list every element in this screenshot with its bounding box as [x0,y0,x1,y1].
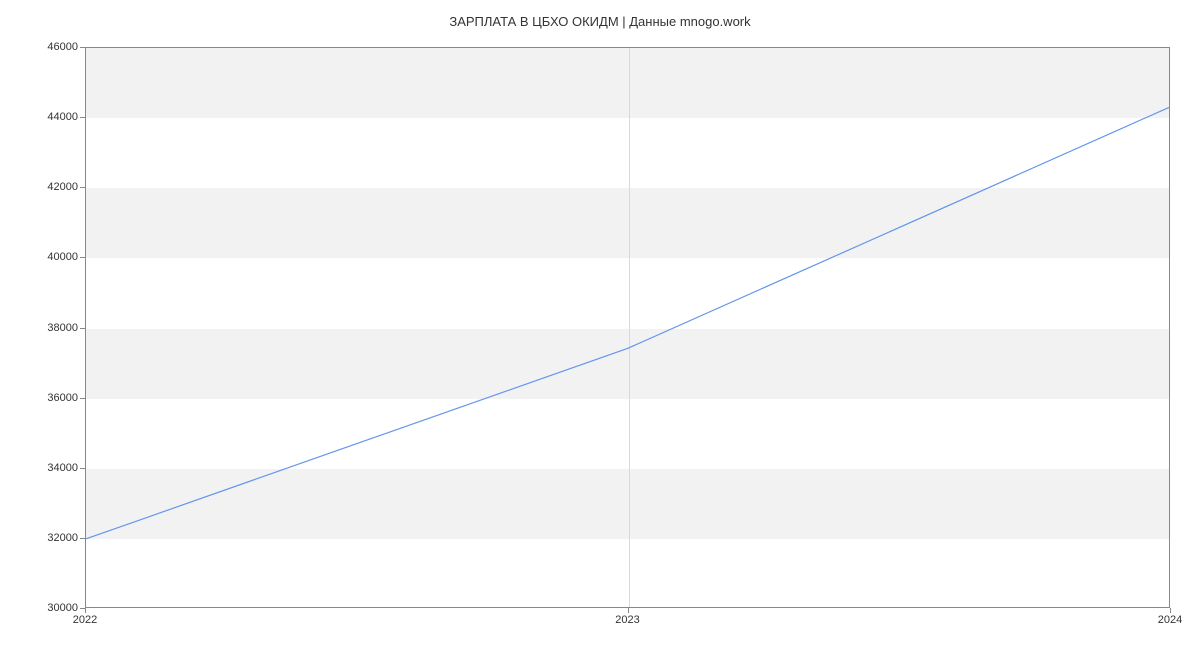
y-axis-tick-label: 38000 [47,322,78,334]
y-axis-tick [80,117,85,118]
y-axis-tick-label: 42000 [47,181,78,193]
y-axis-tick [80,538,85,539]
y-axis-tick [80,328,85,329]
x-axis-tick [628,608,629,613]
x-axis-tick-label: 2023 [615,614,639,626]
chart-title: ЗАРПЛАТА В ЦБХО ОКИДМ | Данные mnogo.wor… [449,14,750,29]
y-axis-tick-label: 30000 [47,602,78,614]
y-axis-tick-label: 34000 [47,462,78,474]
x-axis-tick [85,608,86,613]
y-axis-tick-label: 46000 [47,41,78,53]
plot-area [85,47,1170,608]
y-axis-tick-label: 44000 [47,111,78,123]
y-axis-tick [80,47,85,48]
y-axis-tick [80,257,85,258]
x-axis-tick-label: 2024 [1158,614,1182,626]
y-axis-tick [80,398,85,399]
y-axis-tick-label: 36000 [47,392,78,404]
x-axis-tick-label: 2022 [73,614,97,626]
line-chart-svg [86,48,1169,607]
salary-line [86,107,1169,538]
y-axis-tick [80,187,85,188]
y-axis-tick-label: 40000 [47,251,78,263]
y-axis-tick [80,468,85,469]
y-axis-tick-label: 32000 [47,532,78,544]
x-axis-tick [1170,608,1171,613]
